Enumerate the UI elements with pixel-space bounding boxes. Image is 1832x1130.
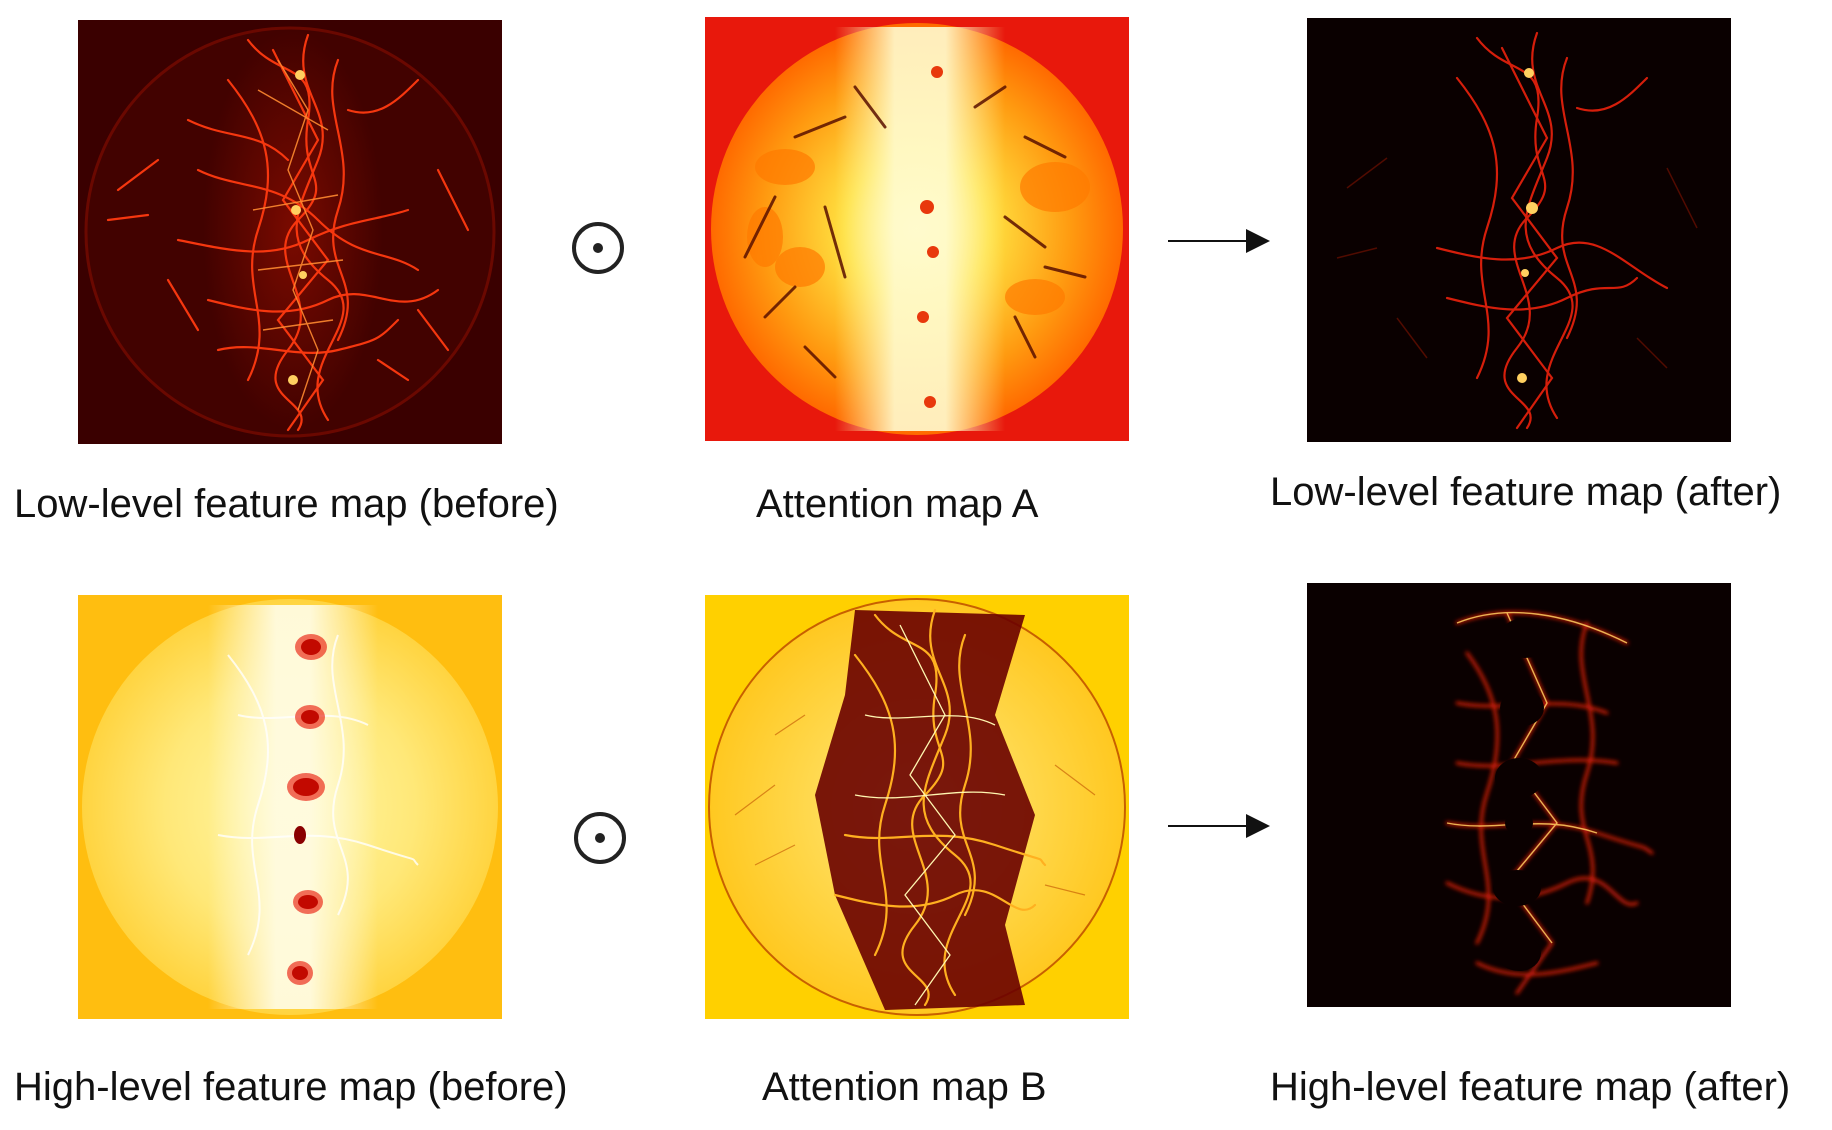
low-level-before-caption: Low-level feature map (before) [14, 482, 559, 526]
attention-map-a-caption: Attention map A [756, 482, 1039, 526]
low-level-after-caption: Low-level feature map (after) [1270, 470, 1782, 514]
attention-map-a-image [705, 17, 1129, 441]
elementwise-multiply-dot [595, 833, 605, 843]
attention-map-b-caption: Attention map B [762, 1065, 1047, 1109]
low-level-after-image [1307, 18, 1731, 442]
elementwise-multiply-icon [574, 812, 626, 864]
high-level-before-caption: High-level feature map (before) [14, 1065, 568, 1109]
attention-map-b-image [705, 595, 1129, 1019]
high-level-after-caption: High-level feature map (after) [1270, 1065, 1791, 1109]
result-arrow-icon [1168, 814, 1270, 838]
elementwise-multiply-dot [593, 243, 603, 253]
low-level-before-image [78, 20, 502, 444]
result-arrow-icon [1168, 229, 1270, 253]
elementwise-multiply-icon [572, 222, 624, 274]
high-level-before-image [78, 595, 502, 1019]
high-level-after-image [1307, 583, 1731, 1007]
